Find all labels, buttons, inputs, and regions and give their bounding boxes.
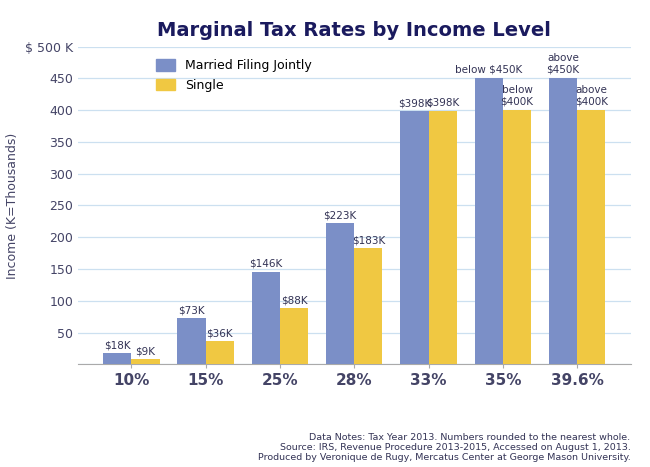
Legend: Married Filing Jointly, Single: Married Filing Jointly, Single <box>156 59 311 92</box>
Text: above
$450K: above $450K <box>547 53 580 75</box>
Text: $398K: $398K <box>426 98 460 108</box>
Text: $73K: $73K <box>178 305 205 315</box>
Bar <box>205 341 234 364</box>
Text: $36K: $36K <box>207 329 233 339</box>
Text: $9K: $9K <box>135 346 155 356</box>
Text: $88K: $88K <box>281 296 307 306</box>
Text: $398K: $398K <box>398 99 431 109</box>
Title: Marginal Tax Rates by Income Level: Marginal Tax Rates by Income Level <box>157 21 551 40</box>
Bar <box>400 112 428 364</box>
Bar <box>577 110 605 364</box>
Y-axis label: Income (K=Thousands): Income (K=Thousands) <box>6 132 20 279</box>
Bar <box>549 78 577 364</box>
Text: $223K: $223K <box>324 210 357 220</box>
Bar <box>131 359 160 364</box>
Text: below
$400K: below $400K <box>500 85 534 106</box>
Bar <box>280 308 308 364</box>
Text: $146K: $146K <box>249 259 283 269</box>
Text: below $450K: below $450K <box>455 64 523 75</box>
Bar <box>474 78 503 364</box>
Text: Data Notes: Tax Year 2013. Numbers rounded to the nearest whole.
Source: IRS, Re: Data Notes: Tax Year 2013. Numbers round… <box>258 432 630 462</box>
Bar <box>354 248 382 364</box>
Bar <box>252 271 280 364</box>
Bar <box>103 353 131 364</box>
Bar <box>428 112 457 364</box>
Bar <box>177 318 205 364</box>
Bar <box>503 110 531 364</box>
Text: above
$400K: above $400K <box>575 85 608 106</box>
Text: $183K: $183K <box>352 235 385 246</box>
Text: $18K: $18K <box>104 340 131 350</box>
Bar <box>326 223 354 364</box>
